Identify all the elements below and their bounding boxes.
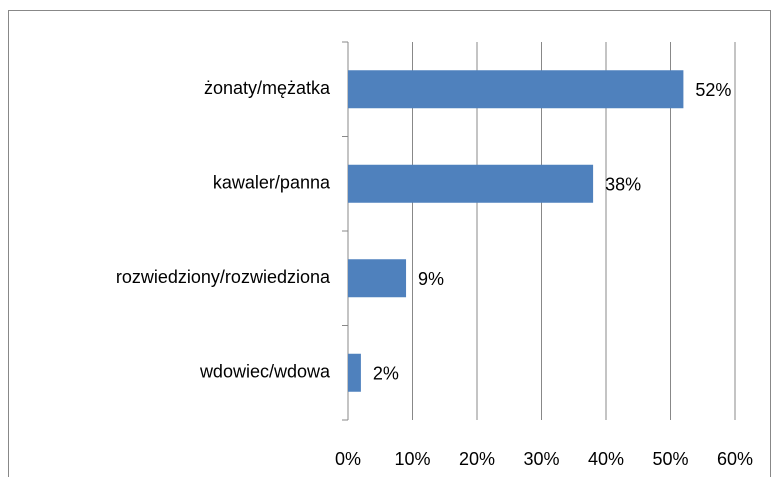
x-tick-label: 50%	[652, 449, 688, 469]
data-label: 52%	[695, 80, 731, 100]
bar	[348, 70, 684, 109]
x-tick-label: 30%	[523, 449, 559, 469]
x-tick-label: 60%	[717, 449, 753, 469]
bar	[348, 259, 407, 298]
y-tick-label: wdowiec/wdowa	[199, 362, 331, 382]
bar	[348, 164, 594, 203]
x-tick-label: 0%	[335, 449, 361, 469]
x-tick-label: 10%	[394, 449, 430, 469]
data-label: 2%	[373, 364, 399, 384]
x-tick-label: 20%	[459, 449, 495, 469]
bar	[348, 353, 361, 392]
data-label: 9%	[418, 269, 444, 289]
y-tick-label: rozwiedziony/rozwiedziona	[116, 267, 331, 287]
x-tick-label: 40%	[588, 449, 624, 469]
y-tick-label: żonaty/mężatka	[204, 78, 331, 98]
y-tick-label: kawaler/panna	[213, 173, 331, 193]
data-label: 38%	[605, 175, 641, 195]
